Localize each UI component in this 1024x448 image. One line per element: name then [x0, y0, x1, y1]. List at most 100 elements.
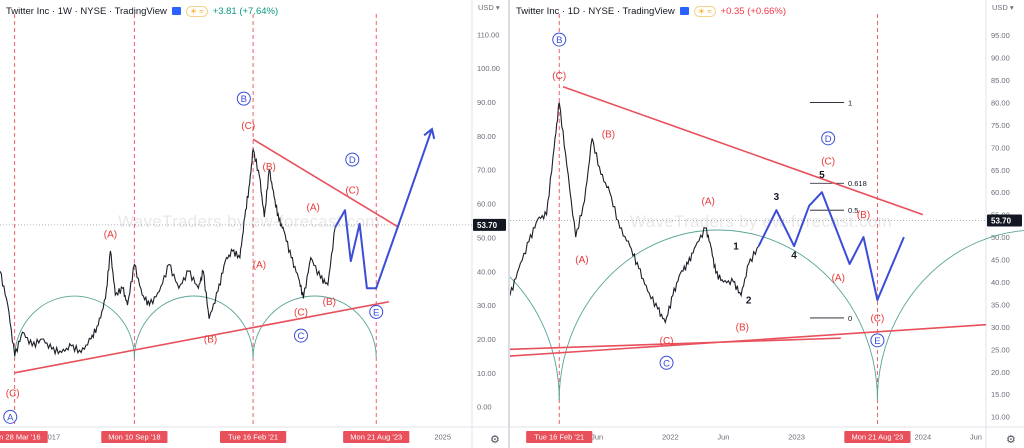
wave-label: (C)	[345, 186, 359, 197]
wave-label: (B)	[263, 162, 276, 173]
price-tick-label: 40.00	[991, 278, 1010, 287]
time-marker-tag	[0, 431, 48, 443]
time-marker-label: Mon 28 Mar '16	[0, 433, 41, 442]
cycle-arc	[876, 230, 1024, 401]
sun-icon[interactable]: ☀ ≈	[185, 5, 208, 17]
price-tick-label: 85.00	[991, 76, 1010, 85]
wave-label: (A)	[575, 255, 588, 266]
price-tick-label: 70.00	[477, 166, 496, 175]
gear-icon[interactable]: ⚙	[490, 434, 500, 446]
price-tick-label: 60.00	[991, 188, 1010, 197]
wave-label: C	[663, 358, 670, 369]
price-tick-label: 75.00	[991, 121, 1010, 130]
current-price-label: 53.70	[477, 221, 498, 230]
gear-icon[interactable]: ⚙	[1006, 434, 1016, 446]
wave-projection	[334, 128, 433, 290]
time-marker-label: Tue 16 Feb '21	[534, 433, 584, 442]
trendline	[510, 337, 841, 351]
cycle-arc	[14, 295, 135, 359]
time-marker-tag	[844, 431, 911, 443]
price-axis-unit: USD ▾	[478, 3, 500, 12]
wave-label: B	[241, 94, 247, 105]
wave-label: C	[298, 331, 305, 342]
price-tick-label: 25.00	[991, 345, 1010, 354]
trendline	[252, 138, 400, 228]
price-tick-label: 110.00	[477, 30, 499, 39]
price-tick-label: 50.00	[991, 233, 1010, 242]
time-tick-label: Jun	[970, 433, 982, 442]
wave-label-circle	[552, 32, 567, 47]
wave-label: (B)	[736, 322, 749, 333]
wave-label: (C)	[294, 307, 308, 318]
wave-label: D	[349, 155, 356, 166]
price-series	[510, 102, 760, 325]
price-tick-label: 70.00	[991, 143, 1010, 152]
wave-label-circle	[821, 131, 836, 146]
fib-level-label: 0.5	[848, 206, 858, 215]
daily-chart-panel[interactable]: USD ▾ 95.00 90.00 85.00 80.00 75.00 70.00 65.00…	[510, 0, 1024, 448]
wave-label: (B)	[204, 334, 217, 345]
symbol-title[interactable]: Twitter Inc · 1D · NYSE · TradingView	[516, 5, 675, 17]
wave-label: 3	[774, 192, 780, 203]
time-marker-tag	[343, 431, 410, 443]
price-tick-label: 40.00	[477, 267, 496, 276]
wave-label: (C)	[821, 156, 835, 167]
time-tick-label: 2023	[788, 433, 805, 442]
current-price-label: 53.70	[991, 217, 1012, 226]
current-price-tag	[473, 218, 506, 231]
price-tick-label: 20.00	[991, 368, 1010, 377]
cycle-arc	[252, 295, 377, 359]
price-tick-label: 45.00	[991, 256, 1010, 265]
fib-level-label: 1	[848, 98, 852, 107]
fib-level-label: 0	[848, 314, 852, 323]
wave-label: A	[7, 412, 14, 423]
time-tick-label: 2022	[662, 433, 679, 442]
time-marker-label: Mon 21 Aug '23	[350, 433, 402, 442]
wave-label: (A)	[702, 197, 715, 208]
panel-divider	[508, 0, 510, 448]
trendline	[510, 323, 987, 357]
sun-icon[interactable]: ☀ ≈	[693, 5, 716, 17]
price-tick-label: 30.00	[477, 301, 496, 310]
projection-arrowhead	[423, 127, 436, 140]
time-tick-label: 2017	[43, 433, 60, 442]
price-tick-label: 10.00	[477, 369, 496, 378]
wave-label: (A)	[832, 273, 845, 284]
wave-label: (A)	[104, 230, 117, 241]
wave-label: (C)	[552, 71, 566, 82]
wave-label: (B)	[323, 297, 336, 308]
wave-projection	[757, 191, 905, 301]
wave-label-circle	[293, 328, 308, 343]
wave-label: (C)	[6, 389, 20, 400]
flag-icon[interactable]	[171, 7, 181, 15]
price-series	[0, 147, 336, 357]
wave-label: (B)	[602, 129, 615, 140]
trendline	[14, 300, 390, 374]
cycle-arc	[510, 276, 560, 401]
symbol-title[interactable]: Twitter Inc · 1W · NYSE · TradingView	[6, 5, 167, 17]
price-tick-label: 65.00	[991, 166, 1010, 175]
flag-icon[interactable]	[679, 7, 689, 15]
weekly-chart-panel[interactable]: USD ▾ 110.00 100.00 90.00 80.00 70.00 60.00 50.…	[0, 0, 508, 448]
price-tick-label: 80.00	[477, 132, 496, 141]
wave-label-circle	[345, 152, 360, 167]
price-tick-label: 35.00	[991, 300, 1010, 309]
wave-label: 4	[791, 251, 797, 262]
price-change: +0.35 (+0.66%)	[720, 5, 787, 17]
price-tick-label: 95.00	[991, 31, 1010, 40]
wave-label-circle	[659, 355, 674, 370]
wave-label-circle	[369, 304, 384, 319]
time-marker-label: Mon 21 Aug '23	[851, 433, 903, 442]
price-tick-label: 100.00	[477, 64, 500, 73]
daily-chart-canvas: USD ▾ 95.00 90.00 85.00 80.00 75.00 70.00 65.00…	[510, 0, 1024, 448]
wave-label: (A)	[307, 202, 320, 213]
wave-label: E	[874, 336, 880, 347]
wave-label: 5	[819, 170, 825, 181]
time-marker-tag	[526, 431, 593, 443]
time-marker-label: Tue 16 Feb '21	[228, 433, 278, 442]
price-tick-label: 20.00	[477, 335, 496, 344]
wave-label: 2	[746, 295, 752, 306]
price-tick-label: 60.00	[477, 200, 496, 209]
time-marker-tag	[101, 431, 168, 443]
price-change: +3.81 (+7.64%)	[212, 5, 279, 17]
